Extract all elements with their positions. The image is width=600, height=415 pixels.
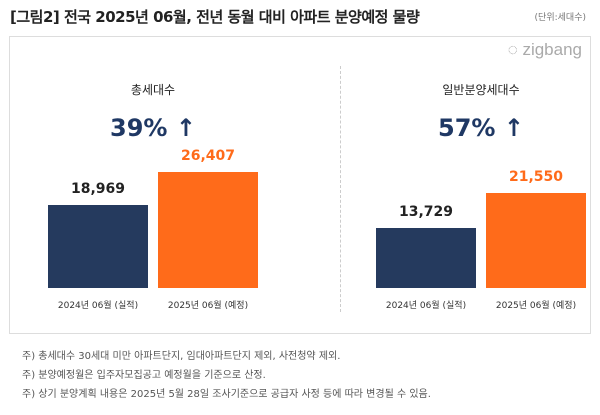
panel-divider — [340, 66, 341, 312]
x-tick-label: 2024년 06월 (실적) — [385, 301, 467, 311]
x-tick-label: 2025년 06월 (예정) — [495, 301, 577, 311]
value-label: 18,969 — [70, 180, 126, 197]
unit-label: (단위:세대수) — [534, 13, 586, 23]
note-2: 주) 분양예정월은 입주자모집공고 예정월을 기준으로 산정. — [22, 370, 266, 381]
x-tick-label: 2024년 06월 (실적) — [57, 301, 139, 311]
note-3: 주) 상기 분양계획 내용은 2025년 5월 28일 조사기준으로 공급자 사… — [22, 389, 431, 400]
bar-2025 — [486, 193, 586, 288]
logo-icon: ◌ — [507, 40, 523, 59]
change-percent: 57% ↑ — [438, 114, 524, 142]
panel-title: 일반분양세대수 — [442, 83, 520, 97]
x-tick-label: 2025년 06월 (예정) — [167, 301, 249, 311]
value-label: 21,550 — [508, 169, 564, 186]
change-percent: 39% ↑ — [110, 114, 196, 142]
figure-title: [그림2] 전국 2025년 06월, 전년 동월 대비 아파트 분양예정 물량 — [10, 8, 420, 26]
logo-text: zigbang — [522, 40, 582, 59]
chart-frame — [9, 36, 591, 334]
value-label: 13,729 — [398, 203, 454, 220]
bar-2024 — [48, 204, 148, 288]
bar-2025 — [158, 171, 258, 288]
bar-2024 — [376, 227, 476, 288]
panel-title: 총세대수 — [130, 83, 176, 97]
value-label: 26,407 — [180, 147, 236, 164]
zigbang-logo: ◌ zigbang — [508, 40, 582, 60]
note-1: 주) 총세대수 30세대 미만 아파트단지, 임대아파트단지 제외, 사전청약 … — [22, 351, 341, 362]
